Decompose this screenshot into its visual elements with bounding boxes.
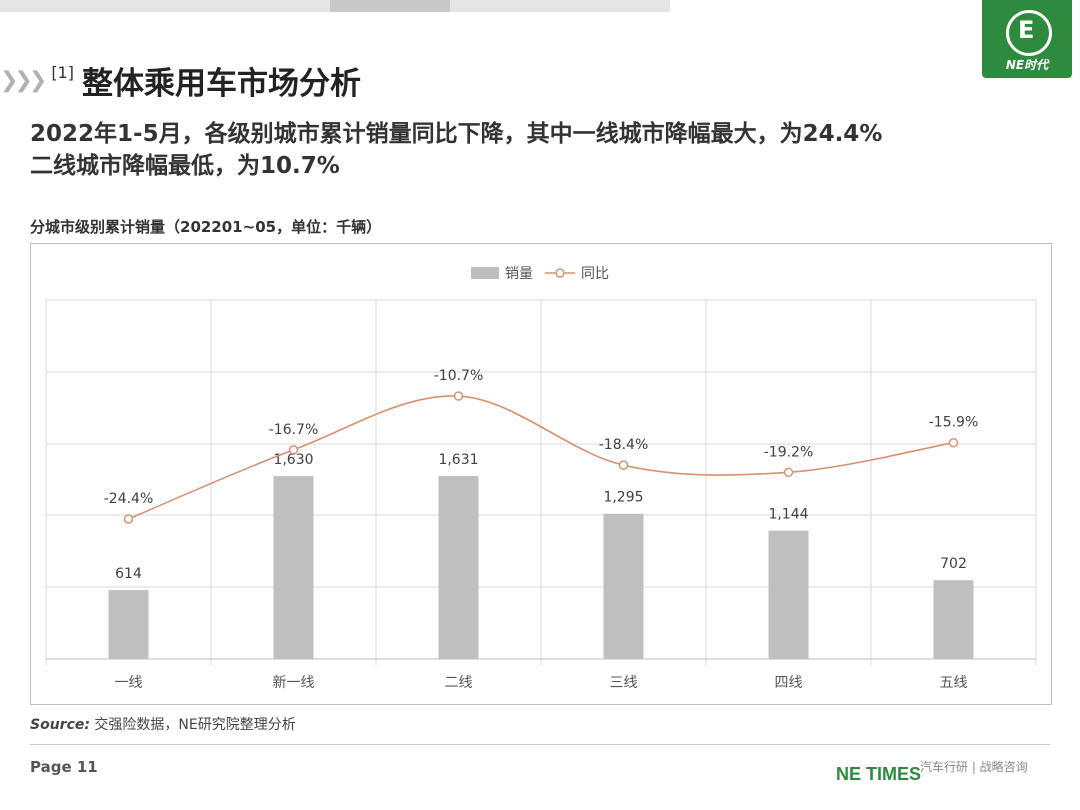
category-label-2: 二线 xyxy=(445,675,473,691)
headline-line-2: 二线城市降幅最低，为10.7% xyxy=(30,153,340,179)
legend-line-label: 同比 xyxy=(581,266,609,282)
bar-value-label-0: 614 xyxy=(115,566,142,582)
chart-title: 分城市级别累计销量（202201~05，单位：千辆） xyxy=(30,218,382,236)
bar-value-label-3: 1,295 xyxy=(603,490,643,506)
yoy-line xyxy=(128,395,954,520)
footer-divider xyxy=(30,744,1050,745)
footer-tagline: 汽车行研 | 战略咨询 xyxy=(920,760,1028,774)
yoy-point-3 xyxy=(618,460,629,470)
chart-legend: 销量 同比 xyxy=(471,264,621,282)
yoy-point-2 xyxy=(453,391,464,401)
section-number: [1] xyxy=(51,62,74,82)
page-title: 整体乘用车市场分析 xyxy=(81,65,361,102)
yoy-point-4 xyxy=(783,467,794,478)
yoy-point-1 xyxy=(288,445,299,455)
yoy-point-5 xyxy=(948,437,959,448)
logo-text: NE时代 xyxy=(1005,58,1049,72)
bar-3 xyxy=(603,513,644,659)
category-label-4: 四线 xyxy=(775,675,803,691)
chart-container: 销量 同比 614 1,630 1,631 1,295 1,144 702 -24.4% -1… xyxy=(30,243,1052,705)
headline: 2022年1-5月，各级别城市累计销量同比下降，其中一线城市降幅最大，为24.4… xyxy=(30,118,1010,182)
bar-2 xyxy=(438,476,479,659)
chart-plot: 614 1,630 1,631 1,295 1,144 702 -24.4% -16.7% -1… xyxy=(45,299,1037,691)
category-label-1: 新一线 xyxy=(273,675,315,691)
bar-value-label-1: 1,630 xyxy=(273,452,313,468)
bar-value-label-4: 1,144 xyxy=(768,507,808,523)
title-row: ❯❯❯ [1] 整体乘用车市场分析 xyxy=(0,60,361,102)
footer-brand: NE TIMES xyxy=(836,764,922,784)
logo-mark-icon xyxy=(1006,10,1052,56)
chevron-decor-icon: ❯❯❯ xyxy=(0,67,47,93)
yoy-value-label-4: -19.2% xyxy=(764,444,814,460)
bar-value-label-2: 1,631 xyxy=(438,452,478,468)
yoy-value-label-5: -15.9% xyxy=(929,415,979,431)
category-label-3: 三线 xyxy=(610,675,638,691)
category-label-5: 五线 xyxy=(940,675,968,691)
yoy-value-label-0: -24.4% xyxy=(104,491,154,507)
yoy-point-0 xyxy=(123,514,134,524)
category-label-0: 一线 xyxy=(115,675,143,691)
bar-1 xyxy=(273,476,314,659)
headline-line-1: 2022年1-5月，各级别城市累计销量同比下降，其中一线城市降幅最大，为24.4… xyxy=(30,121,883,147)
legend-bar-swatch xyxy=(471,267,499,279)
bar-0 xyxy=(108,590,149,659)
top-decor-bar xyxy=(0,0,980,12)
legend-bar-label: 销量 xyxy=(505,266,533,282)
bar-value-label-5: 702 xyxy=(940,556,967,572)
bar-5 xyxy=(933,580,974,659)
yoy-value-label-3: -18.4% xyxy=(599,437,649,453)
yoy-value-label-2: -10.7% xyxy=(434,368,484,384)
yoy-value-label-1: -16.7% xyxy=(269,422,319,438)
legend-line-swatch xyxy=(545,268,575,278)
bar-4 xyxy=(768,530,809,659)
ne-times-logo: E NE时代 xyxy=(982,0,1072,78)
source-label: Source: xyxy=(30,717,90,733)
page-number: Page 11 xyxy=(30,758,98,776)
source-note: Source: 交强险数据，NE研究院整理分析 xyxy=(30,714,296,734)
source-text: 交强险数据，NE研究院整理分析 xyxy=(89,717,296,733)
